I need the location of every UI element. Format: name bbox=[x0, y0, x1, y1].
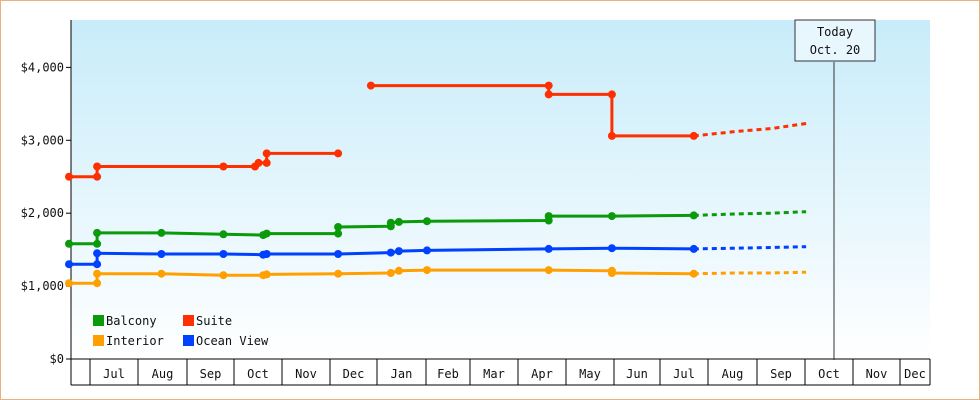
x-tick-label: Aug bbox=[152, 367, 174, 381]
series-line-ocean-view bbox=[69, 246, 694, 266]
data-point-ocean-view bbox=[607, 244, 616, 253]
data-point-interior bbox=[93, 269, 102, 278]
data-point-ocean-view bbox=[157, 250, 166, 258]
x-tick-label: Dec bbox=[343, 367, 365, 381]
data-point-interior bbox=[65, 279, 73, 288]
y-tick-label: $0 bbox=[50, 352, 64, 366]
legend-swatch-balcony bbox=[93, 315, 104, 326]
y-tick-label: $4,000 bbox=[21, 60, 64, 74]
data-point-suite bbox=[607, 90, 616, 99]
today-label-line1: Today bbox=[817, 25, 853, 39]
legend-swatch-interior bbox=[93, 335, 104, 346]
data-point-balcony bbox=[157, 228, 166, 237]
data-point-suite bbox=[254, 158, 263, 167]
data-point-interior bbox=[423, 266, 431, 275]
data-point-ocean-view bbox=[93, 260, 102, 269]
x-tick-label: Jul bbox=[673, 367, 695, 381]
data-point-balcony bbox=[93, 228, 102, 237]
x-tick-label: Feb bbox=[437, 367, 459, 381]
data-point-interior bbox=[219, 271, 228, 280]
data-point-suite bbox=[262, 158, 271, 167]
today-label-line2: Oct. 20 bbox=[810, 43, 861, 57]
x-tick-label: Nov bbox=[866, 367, 888, 381]
data-point-ocean-view bbox=[386, 248, 395, 257]
x-tick-label: Dec bbox=[904, 367, 926, 381]
data-point-balcony bbox=[93, 239, 102, 248]
legend-swatch-suite bbox=[183, 315, 194, 326]
data-point-suite bbox=[607, 131, 616, 140]
data-point-ocean-view bbox=[544, 244, 553, 253]
data-point-balcony bbox=[544, 212, 553, 221]
data-point-ocean-view bbox=[219, 250, 228, 258]
data-point-balcony bbox=[386, 218, 395, 227]
data-point-interior bbox=[93, 279, 102, 288]
data-point-interior bbox=[607, 269, 616, 277]
data-point-interior bbox=[386, 269, 395, 277]
data-point-interior bbox=[689, 269, 698, 278]
x-tick-label: Sep bbox=[770, 367, 792, 381]
legend-label-ocean-view: Ocean View bbox=[196, 334, 269, 348]
x-tick-label: Mar bbox=[483, 367, 505, 381]
data-point-balcony bbox=[334, 229, 343, 238]
today-box bbox=[794, 19, 876, 62]
data-point-suite bbox=[366, 81, 375, 90]
x-tick-label: Oct bbox=[818, 367, 840, 381]
data-point-ocean-view bbox=[93, 249, 102, 258]
series-forecast-balcony bbox=[693, 210, 807, 217]
x-tick-label: Oct bbox=[247, 367, 269, 381]
data-point-interior bbox=[262, 270, 271, 279]
data-point-balcony bbox=[219, 230, 228, 239]
data-point-interior bbox=[394, 266, 403, 275]
data-point-balcony bbox=[262, 229, 271, 238]
data-point-suite bbox=[544, 81, 553, 90]
data-point-ocean-view bbox=[262, 250, 271, 258]
data-point-ocean-view bbox=[394, 247, 403, 256]
x-tick-label: Jan bbox=[391, 367, 413, 381]
x-tick-label: Sep bbox=[200, 367, 222, 381]
series-forecast-ocean-view bbox=[693, 245, 807, 251]
series-line-suite-segment-2 bbox=[370, 84, 694, 138]
data-point-balcony bbox=[334, 223, 343, 231]
data-point-suite bbox=[219, 162, 228, 171]
data-point-ocean-view bbox=[334, 250, 343, 258]
data-point-ocean-view bbox=[65, 260, 73, 269]
data-point-balcony bbox=[423, 217, 431, 226]
data-point-suite bbox=[689, 131, 698, 140]
x-tick-label: Jul bbox=[103, 367, 125, 381]
data-point-suite bbox=[93, 162, 102, 171]
legend-label-interior: Interior bbox=[106, 334, 164, 348]
data-point-suite bbox=[65, 172, 73, 181]
x-tick-label: Aug bbox=[722, 367, 744, 381]
data-point-interior bbox=[544, 266, 553, 275]
legend: Balcony Suite Interior Ocean View bbox=[93, 314, 269, 348]
data-point-ocean-view bbox=[423, 246, 431, 255]
series-forecast-interior bbox=[693, 270, 807, 276]
data-point-suite bbox=[544, 90, 553, 99]
data-point-suite bbox=[334, 149, 343, 158]
data-point-balcony bbox=[65, 239, 73, 248]
data-point-balcony bbox=[394, 217, 403, 226]
data-point-interior bbox=[334, 269, 343, 278]
x-tick-label: Apr bbox=[531, 367, 553, 381]
data-point-suite bbox=[262, 149, 271, 158]
y-tick-label: $3,000 bbox=[21, 133, 64, 147]
y-tick-label: $1,000 bbox=[21, 279, 64, 293]
y-tick-label: $2,000 bbox=[21, 206, 64, 220]
legend-swatch-ocean-view bbox=[183, 335, 194, 346]
x-tick-label: Nov bbox=[295, 367, 317, 381]
data-point-interior bbox=[157, 269, 166, 278]
series-forecast-suite bbox=[693, 122, 807, 138]
x-tick-label: Jun bbox=[626, 367, 648, 381]
plot-area bbox=[71, 20, 930, 359]
data-point-balcony bbox=[689, 211, 698, 220]
data-point-suite bbox=[93, 172, 102, 181]
x-tick-label: May bbox=[579, 367, 601, 381]
data-point-ocean-view bbox=[689, 244, 698, 253]
legend-label-balcony: Balcony bbox=[106, 314, 157, 328]
data-point-balcony bbox=[607, 212, 616, 221]
legend-label-suite: Suite bbox=[196, 314, 232, 328]
